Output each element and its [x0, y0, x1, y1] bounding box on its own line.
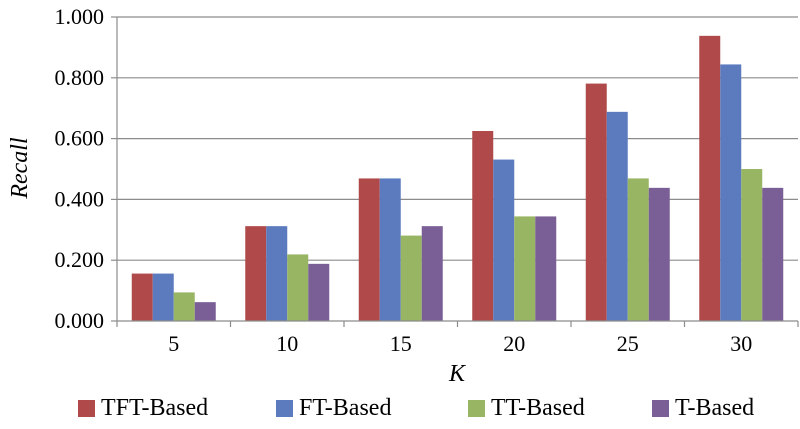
bar-tft-based-k25 [585, 83, 607, 322]
legend-label: TFT-Based [101, 394, 209, 421]
x-axis-title: K [448, 361, 467, 387]
legend-swatch [78, 399, 95, 417]
legend-item-ft-based: FT-Based [276, 390, 391, 426]
bar-t-based-k20 [535, 216, 557, 321]
x-tick-label: 5 [168, 331, 179, 356]
y-tick-label: 0.600 [55, 126, 105, 151]
bar-t-based-k30 [762, 187, 784, 321]
bar-tft-based-k15 [358, 178, 380, 321]
bar-tft-based-k10 [245, 226, 267, 321]
bar-chart: 0.000 0.200 0.400 0.600 0.800 1.000 5 10 15 20 25… [7, 4, 799, 387]
bar-tt-based-k15 [400, 235, 422, 321]
bar-ft-based-k20 [493, 159, 515, 321]
x-tick-label: 20 [503, 331, 525, 356]
legend-swatch [652, 399, 669, 417]
legend-label: T-Based [675, 394, 755, 421]
bar-ft-based-k30 [720, 64, 742, 321]
bar-tft-based-k30 [699, 35, 721, 322]
bar-ft-based-k10 [266, 226, 288, 321]
bar-tt-based-k10 [287, 254, 309, 321]
bar-tt-based-k25 [627, 178, 649, 321]
y-tick-label: 0.400 [55, 186, 105, 211]
x-tick-label: 30 [730, 331, 752, 356]
legend-swatch [468, 399, 485, 417]
bar-tt-based-k30 [741, 169, 763, 321]
y-axis-title: Recall [7, 137, 33, 200]
y-tick-label: 1.000 [55, 4, 105, 29]
y-tick-label: 0.000 [55, 308, 105, 333]
bar-ft-based-k5 [152, 273, 174, 321]
bar-tt-based-k20 [514, 216, 536, 321]
legend-item-tt-based: TT-Based [468, 390, 585, 426]
legend-item-t-based: T-Based [652, 390, 754, 426]
y-tick-labels: 0.000 0.200 0.400 0.600 0.800 1.000 [55, 4, 105, 333]
bar-t-based-k15 [421, 226, 443, 321]
bar-tt-based-k5 [173, 292, 195, 321]
bar-t-based-k10 [308, 263, 330, 321]
gridlines [117, 16, 798, 261]
x-tick-label: 15 [390, 331, 412, 356]
bar-tft-based-k20 [472, 131, 494, 321]
legend-label: TT-Based [491, 394, 585, 421]
x-tick-label: 10 [276, 331, 298, 356]
x-tick-labels: 5 10 15 20 25 30 [168, 331, 752, 356]
bar-ft-based-k15 [379, 178, 401, 321]
legend-item-tft-based: TFT-Based [78, 390, 208, 426]
bar-tft-based-k5 [131, 273, 153, 321]
bars [131, 35, 784, 322]
legend: TFT-Based FT-Based TT-Based T-Based [0, 390, 800, 426]
bar-ft-based-k25 [606, 111, 628, 322]
y-tick-label: 0.200 [55, 247, 105, 272]
legend-label: FT-Based [299, 394, 392, 421]
legend-swatch [276, 399, 293, 417]
x-tick-label: 25 [617, 331, 639, 356]
axes [111, 16, 799, 327]
y-tick-label: 0.800 [55, 65, 105, 90]
bar-t-based-k5 [194, 302, 216, 321]
bar-t-based-k25 [648, 187, 670, 321]
